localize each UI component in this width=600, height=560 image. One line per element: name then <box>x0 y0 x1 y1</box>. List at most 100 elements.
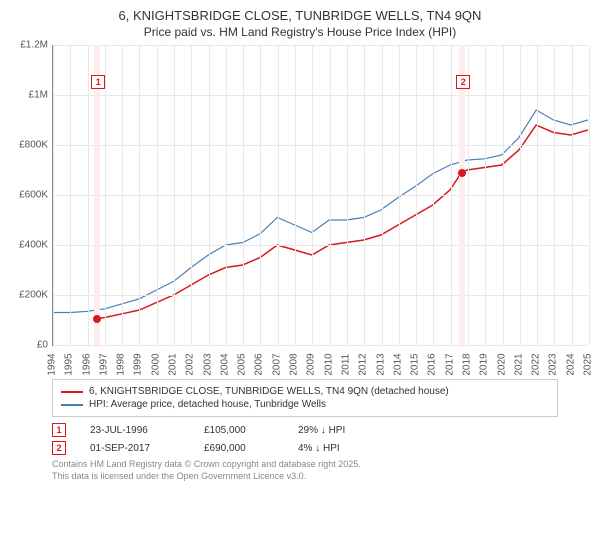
x-tick-label: 2010 <box>323 353 334 375</box>
y-tick-label: £200K <box>19 290 48 301</box>
v-gridline <box>554 45 555 345</box>
x-tick-label: 1994 <box>47 353 58 375</box>
legend: 6, KNIGHTSBRIDGE CLOSE, TUNBRIDGE WELLS,… <box>52 379 558 417</box>
sale-highlight-band <box>459 45 465 345</box>
sale-dot <box>458 169 466 177</box>
x-tick-label: 2007 <box>271 353 282 375</box>
v-gridline <box>330 45 331 345</box>
sale-marker-label: 1 <box>91 75 105 89</box>
v-gridline <box>451 45 452 345</box>
v-gridline <box>416 45 417 345</box>
x-tick-label: 1997 <box>98 353 109 375</box>
x-tick-label: 2018 <box>461 353 472 375</box>
v-gridline <box>382 45 383 345</box>
chart-container: 6, KNIGHTSBRIDGE CLOSE, TUNBRIDGE WELLS,… <box>0 0 600 488</box>
v-gridline <box>537 45 538 345</box>
v-gridline <box>174 45 175 345</box>
y-tick-label: £1M <box>29 90 48 101</box>
x-tick-label: 2003 <box>202 353 213 375</box>
v-gridline <box>278 45 279 345</box>
v-gridline <box>243 45 244 345</box>
x-tick-label: 2004 <box>219 353 230 375</box>
footer-line2: This data is licensed under the Open Gov… <box>52 471 588 483</box>
gridline <box>53 195 588 196</box>
x-tick-label: 2022 <box>531 353 542 375</box>
x-tick-label: 2025 <box>583 353 594 375</box>
x-axis: 1994199519961997199819992000200120022003… <box>52 345 588 375</box>
sale-row-marker: 2 <box>52 441 66 455</box>
sale-date: 23-JUL-1996 <box>90 425 180 436</box>
v-gridline <box>191 45 192 345</box>
plot-area: 12 <box>52 45 588 346</box>
v-gridline <box>157 45 158 345</box>
series-line-hpi <box>53 110 588 313</box>
v-gridline <box>139 45 140 345</box>
x-tick-label: 2006 <box>254 353 265 375</box>
y-tick-label: £400K <box>19 240 48 251</box>
gridline <box>53 145 588 146</box>
legend-swatch <box>61 391 83 393</box>
legend-row: 6, KNIGHTSBRIDGE CLOSE, TUNBRIDGE WELLS,… <box>61 386 549 397</box>
sale-price: £690,000 <box>204 443 274 454</box>
sale-row: 201-SEP-2017£690,0004% ↓ HPI <box>52 441 588 455</box>
chart-area: £0£200K£400K£600K£800K£1M£1.2M 12 199419… <box>12 45 588 375</box>
v-gridline <box>520 45 521 345</box>
legend-text: 6, KNIGHTSBRIDGE CLOSE, TUNBRIDGE WELLS,… <box>89 386 449 397</box>
x-tick-label: 1999 <box>133 353 144 375</box>
x-tick-label: 2002 <box>185 353 196 375</box>
v-gridline <box>312 45 313 345</box>
v-gridline <box>295 45 296 345</box>
x-tick-label: 2021 <box>513 353 524 375</box>
title-line1: 6, KNIGHTSBRIDGE CLOSE, TUNBRIDGE WELLS,… <box>12 8 588 23</box>
title-line2: Price paid vs. HM Land Registry's House … <box>12 25 588 39</box>
x-tick-label: 2017 <box>444 353 455 375</box>
x-tick-label: 2019 <box>479 353 490 375</box>
x-tick-label: 2008 <box>289 353 300 375</box>
v-gridline <box>468 45 469 345</box>
v-gridline <box>53 45 54 345</box>
x-tick-label: 2011 <box>340 354 351 376</box>
v-gridline <box>122 45 123 345</box>
x-tick-label: 2009 <box>306 353 317 375</box>
gridline <box>53 245 588 246</box>
x-tick-label: 2005 <box>237 353 248 375</box>
x-tick-label: 2020 <box>496 353 507 375</box>
gridline <box>53 45 588 46</box>
v-gridline <box>399 45 400 345</box>
v-gridline <box>485 45 486 345</box>
x-tick-label: 2023 <box>548 353 559 375</box>
y-axis: £0£200K£400K£600K£800K£1M£1.2M <box>12 45 52 345</box>
footer-line1: Contains HM Land Registry data © Crown c… <box>52 459 588 471</box>
legend-text: HPI: Average price, detached house, Tunb… <box>89 399 326 410</box>
x-tick-label: 2000 <box>150 353 161 375</box>
x-tick-label: 2013 <box>375 353 386 375</box>
sale-highlight-band <box>94 45 100 345</box>
sale-marker-label: 2 <box>456 75 470 89</box>
v-gridline <box>433 45 434 345</box>
x-tick-label: 2014 <box>392 353 403 375</box>
sale-row-marker: 1 <box>52 423 66 437</box>
y-tick-label: £0 <box>37 340 48 351</box>
x-tick-label: 1998 <box>116 353 127 375</box>
v-gridline <box>209 45 210 345</box>
sale-diff: 29% ↓ HPI <box>298 425 388 436</box>
x-tick-label: 2001 <box>168 353 179 375</box>
y-tick-label: £1.2M <box>20 40 48 51</box>
sales-table: 123-JUL-1996£105,00029% ↓ HPI201-SEP-201… <box>52 423 588 455</box>
y-tick-label: £600K <box>19 190 48 201</box>
v-gridline <box>105 45 106 345</box>
v-gridline <box>260 45 261 345</box>
sale-diff: 4% ↓ HPI <box>298 443 388 454</box>
v-gridline <box>503 45 504 345</box>
v-gridline <box>589 45 590 345</box>
x-tick-label: 1995 <box>64 353 75 375</box>
footer: Contains HM Land Registry data © Crown c… <box>52 459 588 482</box>
v-gridline <box>572 45 573 345</box>
sale-dot <box>93 315 101 323</box>
y-tick-label: £800K <box>19 140 48 151</box>
legend-row: HPI: Average price, detached house, Tunb… <box>61 399 549 410</box>
x-tick-label: 1996 <box>81 353 92 375</box>
sale-row: 123-JUL-1996£105,00029% ↓ HPI <box>52 423 588 437</box>
series-line-property <box>97 125 588 319</box>
x-tick-label: 2015 <box>410 353 421 375</box>
